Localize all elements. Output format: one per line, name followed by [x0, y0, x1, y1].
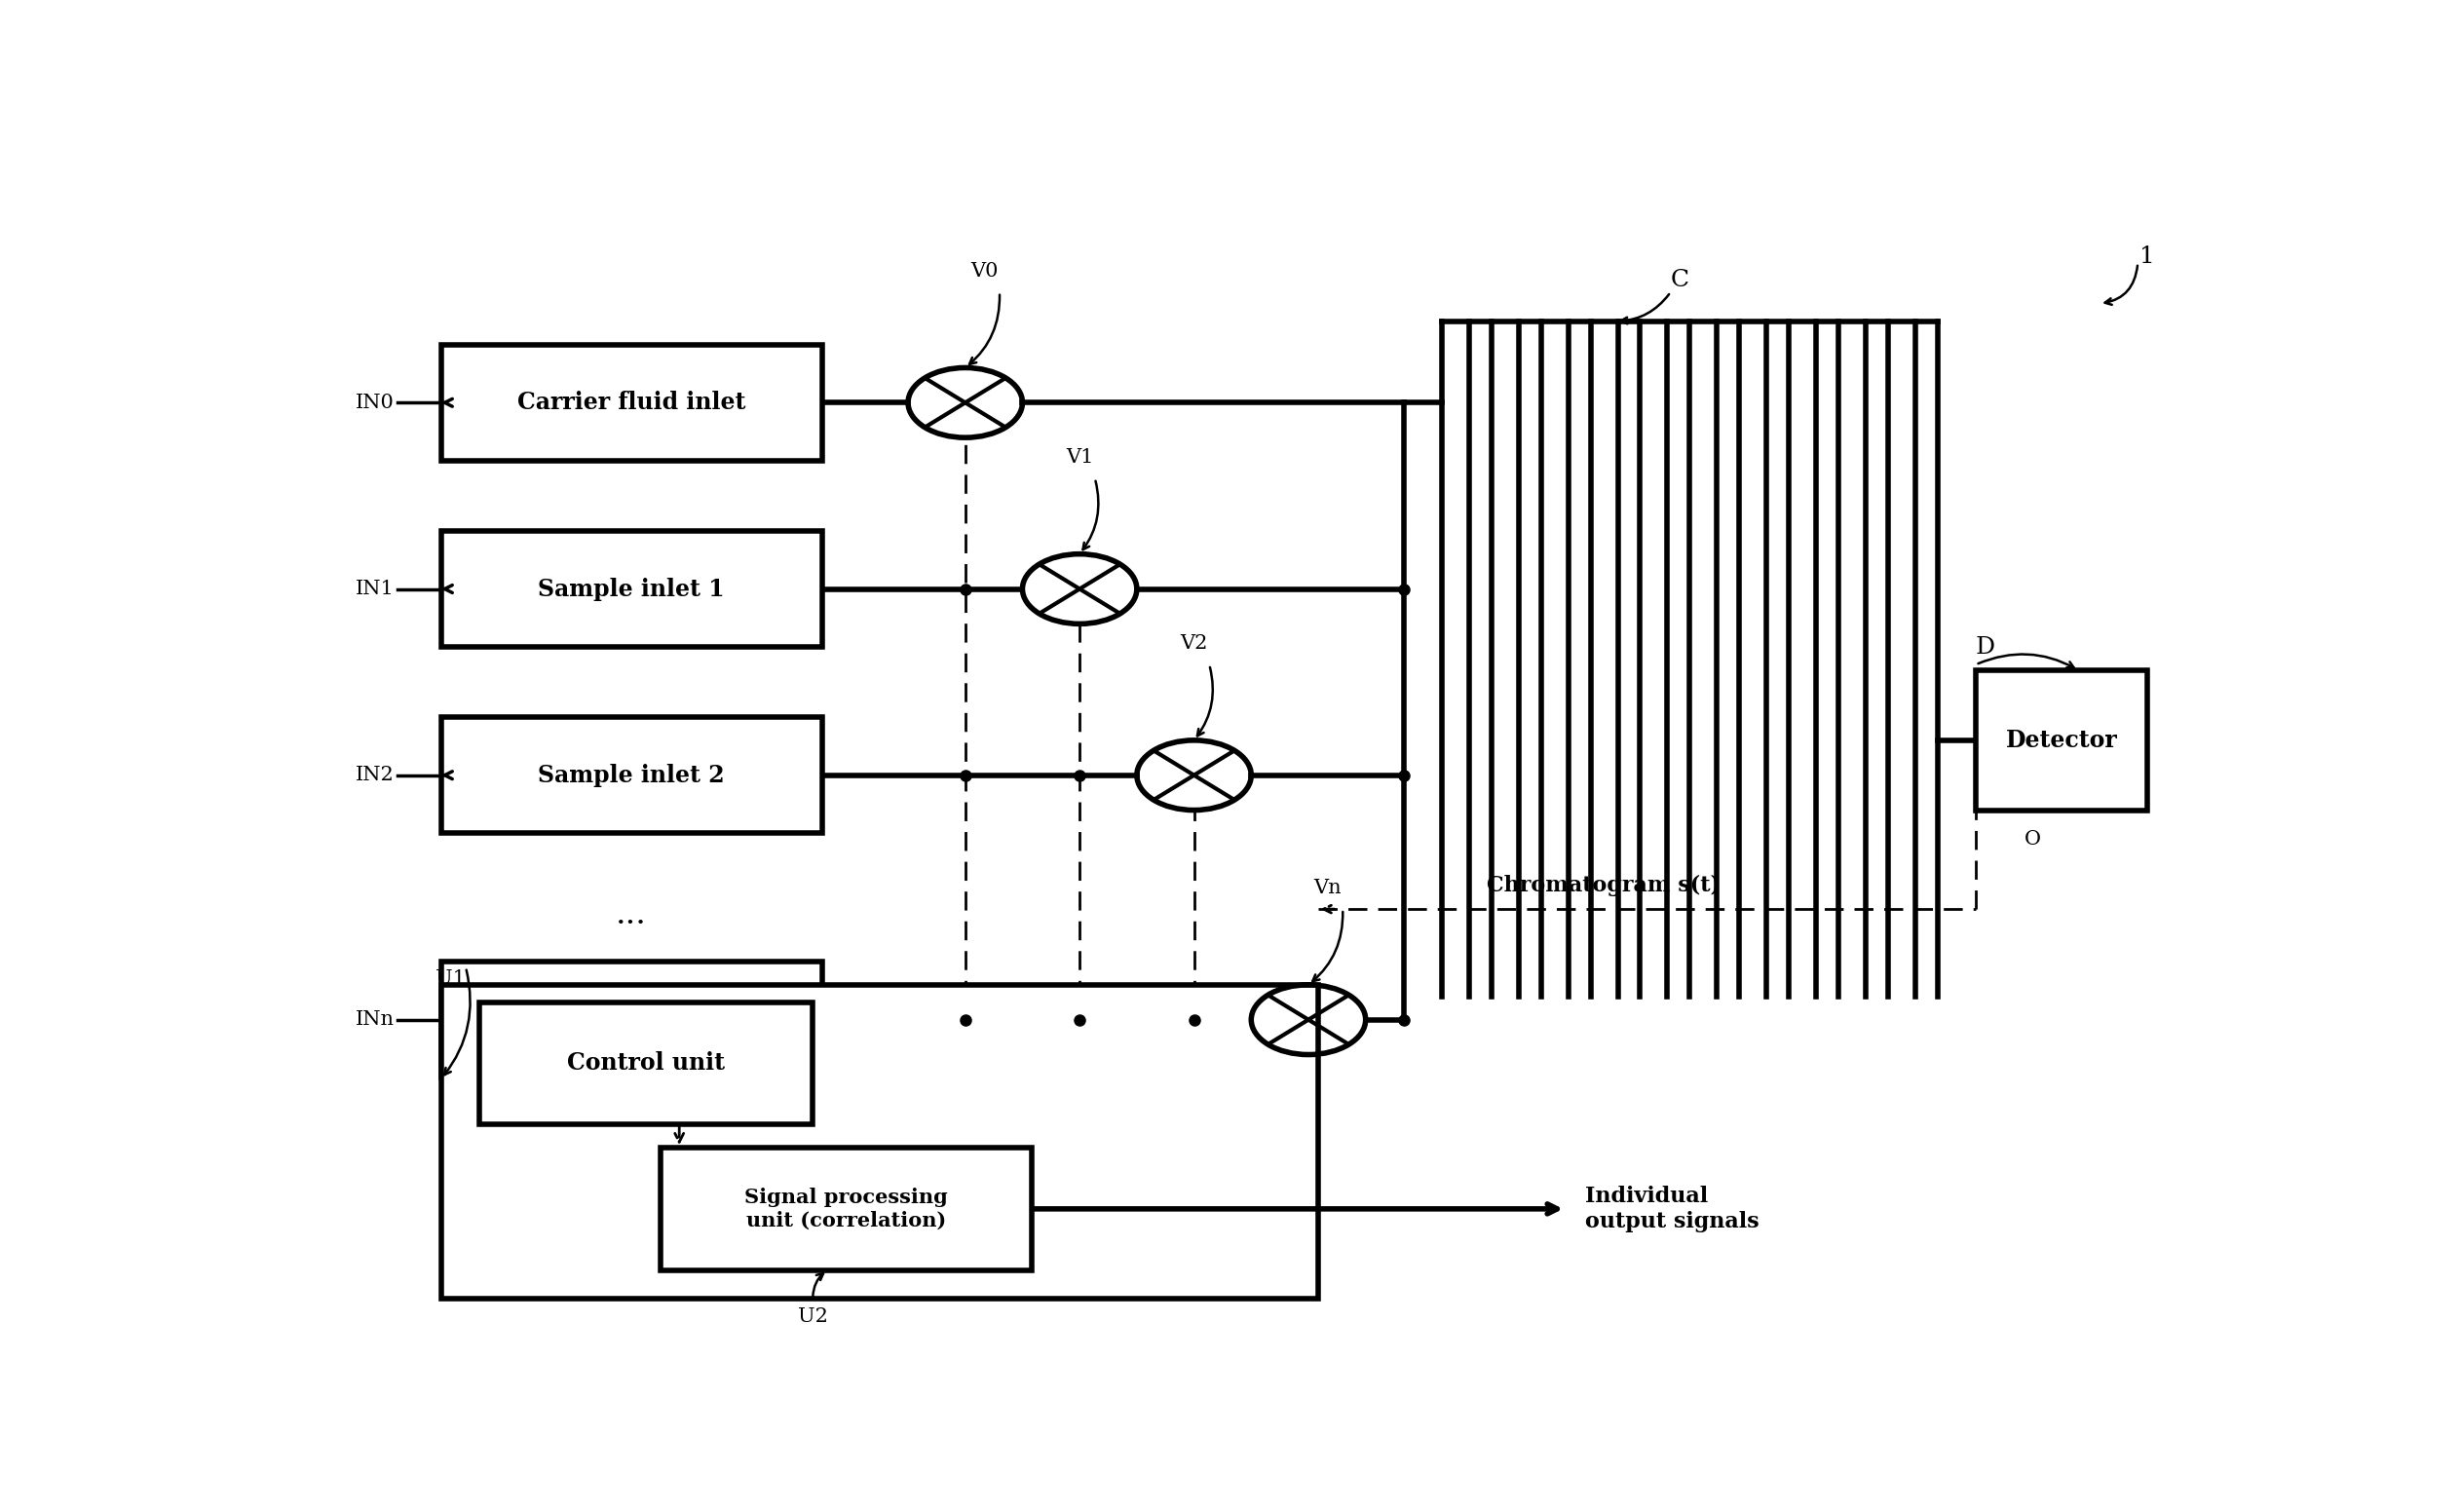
Bar: [1975, 670, 2148, 810]
Text: O: O: [2025, 830, 2042, 848]
Text: C: C: [1670, 269, 1690, 292]
Text: U1: U1: [435, 969, 465, 989]
Bar: [440, 531, 822, 647]
Bar: [440, 717, 822, 833]
Text: Sample inlet n: Sample inlet n: [539, 1009, 726, 1031]
Text: V1: V1: [1065, 448, 1095, 467]
Text: V0: V0: [969, 262, 999, 280]
Bar: [440, 345, 822, 461]
Text: Sample inlet 1: Sample inlet 1: [539, 578, 726, 600]
Text: Carrier fluid inlet: Carrier fluid inlet: [517, 392, 745, 414]
Text: Vn: Vn: [1314, 878, 1341, 898]
Text: Sample inlet 2: Sample inlet 2: [539, 764, 726, 786]
Text: U2: U2: [797, 1308, 827, 1326]
Text: Individual
output signals: Individual output signals: [1584, 1185, 1759, 1232]
Bar: [480, 1002, 812, 1125]
Text: Chromatogram s(t): Chromatogram s(t): [1486, 875, 1722, 897]
Text: INn: INn: [354, 1010, 394, 1030]
Text: IN1: IN1: [354, 579, 394, 599]
Bar: [440, 984, 1319, 1299]
Text: IN0: IN0: [354, 393, 394, 411]
Text: Detector: Detector: [2005, 729, 2118, 751]
Bar: [440, 962, 822, 1078]
Text: D: D: [1975, 637, 1995, 658]
Text: Control unit: Control unit: [566, 1052, 726, 1075]
Text: V2: V2: [1181, 635, 1208, 653]
Bar: [659, 1148, 1033, 1270]
Text: 1: 1: [2140, 246, 2155, 268]
Text: ...: ...: [615, 900, 647, 930]
Text: IN2: IN2: [354, 767, 394, 785]
Text: ...: ...: [1151, 1116, 1181, 1146]
Text: Signal processing
unit (correlation): Signal processing unit (correlation): [745, 1188, 947, 1229]
